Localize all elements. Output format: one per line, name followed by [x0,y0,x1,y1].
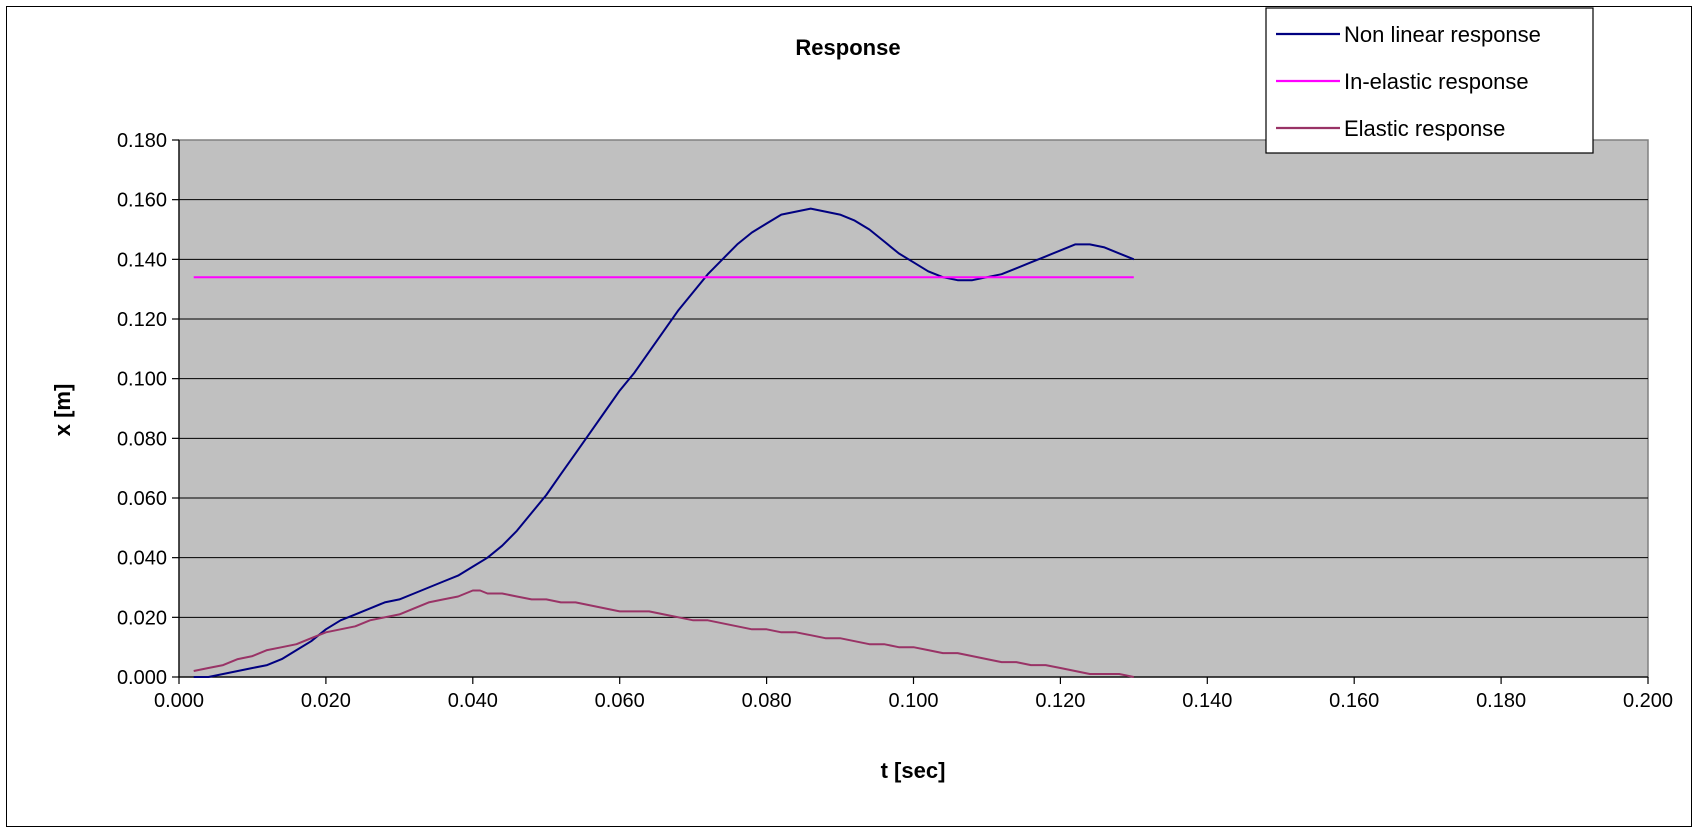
plot-area [178,139,1649,678]
series-line-non-linear-response [193,207,1135,678]
legend-label: Elastic response [1344,116,1505,141]
legend: Non linear response In-elastic response El… [1265,7,1594,154]
y-tick-label: 0.140 [117,249,167,271]
x-tick-label: 0.100 [888,690,938,712]
series-line-elastic-response [193,589,1135,678]
chart-title: Response [795,35,900,60]
x-tick-label: 0.080 [742,690,792,712]
series-layer [193,207,1135,678]
x-tick-label: 0.180 [1476,690,1526,712]
y-tick-label: 0.020 [117,607,167,629]
x-tick-label: 0.140 [1182,690,1232,712]
x-axis-ticks: 0.000 0.020 0.040 0.060 0.080 0.100 0.120 0.140… [154,677,1673,712]
y-tick-label: 0.160 [117,190,167,212]
x-tick-label: 0.160 [1329,690,1379,712]
y-axis-title: x [m] [50,384,75,437]
x-tick-label: 0.120 [1035,690,1085,712]
y-tick-label: 0.060 [117,488,167,510]
x-tick-label: 0.000 [154,690,204,712]
x-tick-label: 0.200 [1623,690,1673,712]
x-tick-label: 0.060 [595,690,645,712]
x-tick-label: 0.020 [301,690,351,712]
y-tick-label: 0.000 [117,667,167,689]
x-tick-label: 0.040 [448,690,498,712]
y-axis-ticks: 0.000 0.020 0.040 0.060 0.080 0.100 0.120 0.140… [117,130,179,689]
y-tick-label: 0.080 [117,428,167,450]
x-axis-title: t [sec] [881,758,946,783]
y-tick-label: 0.180 [117,130,167,152]
legend-label: Non linear response [1344,22,1541,47]
y-tick-label: 0.040 [117,548,167,570]
legend-label: In-elastic response [1344,69,1529,94]
y-tick-label: 0.120 [117,309,167,331]
y-tick-label: 0.100 [117,369,167,391]
